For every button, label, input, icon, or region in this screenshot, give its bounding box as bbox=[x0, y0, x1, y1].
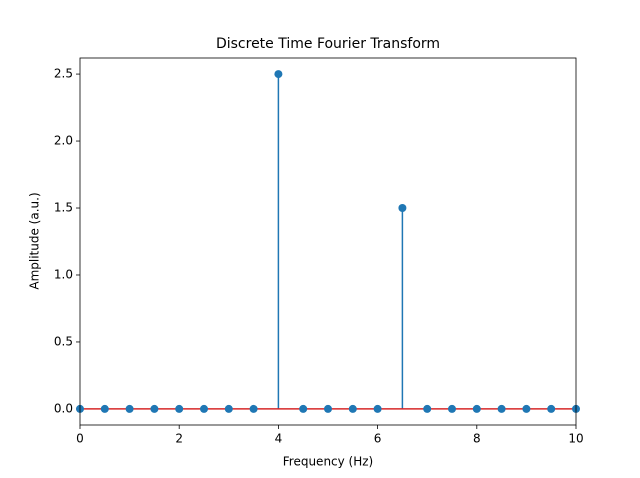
x-tick-label: 4 bbox=[275, 432, 283, 446]
stem-marker bbox=[324, 404, 332, 413]
stem-marker bbox=[373, 404, 382, 413]
x-axis-label: Frequency (Hz) bbox=[283, 455, 374, 469]
x-tick-label: 6 bbox=[374, 432, 382, 446]
stem-marker bbox=[472, 404, 481, 413]
stem-marker bbox=[274, 70, 283, 79]
stem-marker bbox=[175, 404, 184, 413]
x-tick-label: 2 bbox=[175, 432, 183, 446]
stem-marker bbox=[100, 404, 109, 413]
stem-marker bbox=[150, 404, 159, 413]
y-tick-label: 2.5 bbox=[54, 67, 73, 81]
stem-marker bbox=[348, 404, 357, 413]
y-tick-label: 0.5 bbox=[54, 334, 73, 348]
x-tick-label: 0 bbox=[76, 432, 84, 446]
stem-marker bbox=[522, 404, 531, 413]
chart-title: Discrete Time Fourier Transform bbox=[216, 36, 440, 52]
stem-marker bbox=[547, 404, 556, 413]
y-tick-label: 1.0 bbox=[54, 267, 73, 281]
stem-marker bbox=[398, 204, 407, 213]
stem-marker bbox=[224, 404, 233, 413]
stem-marker bbox=[200, 404, 208, 413]
plot-frame bbox=[79, 57, 577, 426]
x-tick-label: 8 bbox=[473, 432, 481, 446]
stem-marker bbox=[249, 404, 258, 413]
x-tick-label: 10 bbox=[568, 432, 583, 446]
stem-marker bbox=[448, 404, 456, 413]
y-axis-label: Amplitude (a.u.) bbox=[28, 192, 42, 289]
y-tick-label: 1.5 bbox=[54, 201, 73, 215]
y-tick-label: 2.0 bbox=[54, 134, 73, 148]
stem-marker bbox=[497, 404, 506, 413]
stem-marker bbox=[299, 404, 308, 413]
stem-marker bbox=[423, 404, 432, 413]
y-tick-label: 0.0 bbox=[54, 401, 73, 415]
stem-marker bbox=[125, 404, 134, 413]
